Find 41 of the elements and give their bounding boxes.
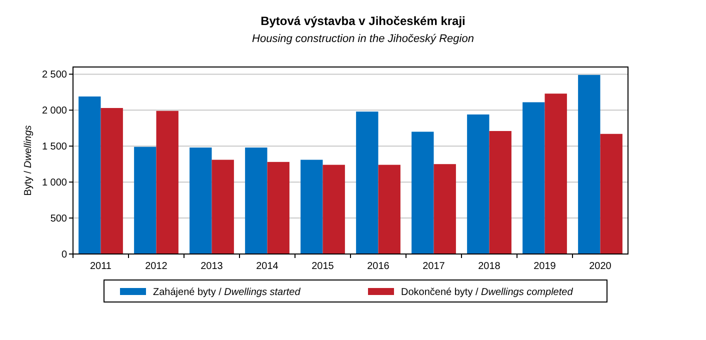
bar: [356, 112, 378, 254]
bar: [212, 160, 234, 254]
bar: [300, 160, 323, 254]
bar: [78, 96, 101, 254]
chart-subtitle: Housing construction in the Jihočeský Region: [252, 33, 474, 45]
x-tick-label: 2018: [478, 261, 501, 272]
x-tick-label: 2020: [589, 261, 612, 272]
bar: [378, 164, 400, 254]
y-tick-label: 2 500: [42, 70, 68, 81]
x-tick-label: 2016: [367, 261, 390, 272]
x-tick-label: 2011: [90, 261, 112, 272]
y-tick-label: 1 500: [42, 142, 68, 153]
y-tick-label: 0: [61, 250, 68, 260]
x-tick-label: 2012: [145, 261, 168, 272]
bar: [156, 110, 178, 254]
bar: [467, 114, 490, 254]
bar: [489, 131, 512, 254]
x-tick-label: 2014: [256, 261, 279, 272]
bar: [190, 148, 212, 254]
x-tick-label: 2017: [422, 261, 446, 272]
y-tick-label: 500: [50, 214, 68, 225]
bar: [134, 146, 156, 254]
bar: [434, 164, 456, 254]
bar: [267, 162, 290, 254]
x-tick-label: 2013: [200, 261, 224, 272]
bar: [322, 164, 345, 254]
bar: [245, 148, 268, 254]
legend-label: Dokončené byty / Dwellings completed: [401, 287, 574, 298]
bar: [600, 134, 622, 254]
bar: [544, 94, 567, 254]
y-tick-label: 1 000: [42, 178, 68, 189]
bar: [412, 132, 434, 254]
y-axis-title: Byty / Dwellings: [23, 125, 34, 196]
legend-label: Zahájené byty / Dwellings started: [153, 287, 301, 298]
x-tick-label: 2019: [534, 261, 556, 272]
x-tick-label: 2015: [312, 261, 334, 272]
bar: [578, 74, 600, 254]
bar: [522, 102, 545, 254]
chart-title: Bytová výstavba v Jihočeském kraji: [260, 14, 466, 28]
y-tick-label: 2 000: [42, 106, 68, 117]
bar: [100, 108, 123, 254]
